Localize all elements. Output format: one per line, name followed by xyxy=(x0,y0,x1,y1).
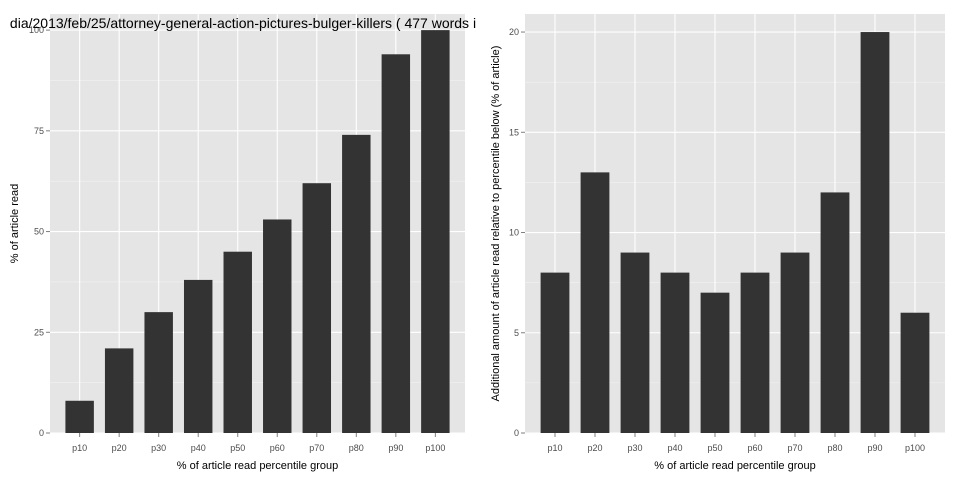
bar-p80 xyxy=(820,192,850,433)
x-tick-label: p40 xyxy=(667,443,682,453)
y-tick-label: 15 xyxy=(509,127,519,137)
chart-title: dia/2013/feb/25/attorney-general-action-… xyxy=(10,15,476,31)
bar-p70 xyxy=(302,183,332,433)
bar-p30 xyxy=(144,312,173,433)
x-axis-label: % of article read percentile group xyxy=(654,460,815,472)
bar-p80 xyxy=(342,134,371,433)
x-tick-label: p70 xyxy=(309,443,324,453)
x-tick-label: p30 xyxy=(151,443,166,453)
x-tick-label: p50 xyxy=(230,443,245,453)
bar-p60 xyxy=(263,219,292,433)
y-axis-label: Additional amount of article read relati… xyxy=(490,46,502,402)
x-tick-label: p100 xyxy=(905,443,925,453)
y-tick-label: 50 xyxy=(34,227,44,237)
x-tick-label: p90 xyxy=(867,443,882,453)
x-tick-label: p60 xyxy=(270,443,285,453)
bar-p20 xyxy=(580,172,610,433)
x-axis-label: % of article read percentile group xyxy=(177,460,338,472)
y-axis-label: % of article read xyxy=(9,184,21,263)
bar-p50 xyxy=(700,292,730,433)
bar-p10 xyxy=(65,400,94,433)
x-tick-label: p30 xyxy=(627,443,642,453)
x-tick-label: p80 xyxy=(827,443,842,453)
chart-right: 0 5 10 15 20 p10 p20 p30 p40 p50 p60 p70 p80 p90 p100%… xyxy=(490,14,945,472)
bar-p100 xyxy=(900,312,930,433)
y-tick-label: 0 xyxy=(39,428,44,438)
y-tick-label: 25 xyxy=(34,327,44,337)
x-tick-label: p20 xyxy=(587,443,602,453)
y-tick-label: 20 xyxy=(509,27,519,37)
y-tick-label: 10 xyxy=(509,228,519,238)
bar-p40 xyxy=(660,272,690,433)
x-tick-label: p10 xyxy=(547,443,562,453)
bar-p90 xyxy=(381,54,411,434)
bar-p30 xyxy=(620,252,650,433)
x-tick-label: p80 xyxy=(349,443,364,453)
bar-p90 xyxy=(860,32,890,433)
x-tick-label: p20 xyxy=(112,443,127,453)
bar-p100 xyxy=(421,30,450,433)
y-tick-label: 5 xyxy=(514,328,519,338)
x-tick-label: p70 xyxy=(787,443,802,453)
x-tick-label: p10 xyxy=(72,443,87,453)
x-tick-label: p50 xyxy=(707,443,722,453)
y-tick-label: 0 xyxy=(514,428,519,438)
y-tick-label: 100 xyxy=(29,25,44,35)
bar-p10 xyxy=(540,272,570,433)
chart-left: 0 25 50 75 100 p10 p20 p30 p40 p50 p60 p70 p80 p90 p10… xyxy=(9,14,476,472)
x-tick-label: p60 xyxy=(747,443,762,453)
x-tick-label: p100 xyxy=(425,443,445,453)
y-tick-label: 75 xyxy=(34,126,44,136)
x-tick-label: p90 xyxy=(388,443,403,453)
bar-p20 xyxy=(104,348,134,433)
x-tick-label: p40 xyxy=(191,443,206,453)
bar-p60 xyxy=(740,272,770,433)
bar-p70 xyxy=(780,252,810,433)
bar-p50 xyxy=(223,251,252,433)
bar-p40 xyxy=(183,279,213,433)
